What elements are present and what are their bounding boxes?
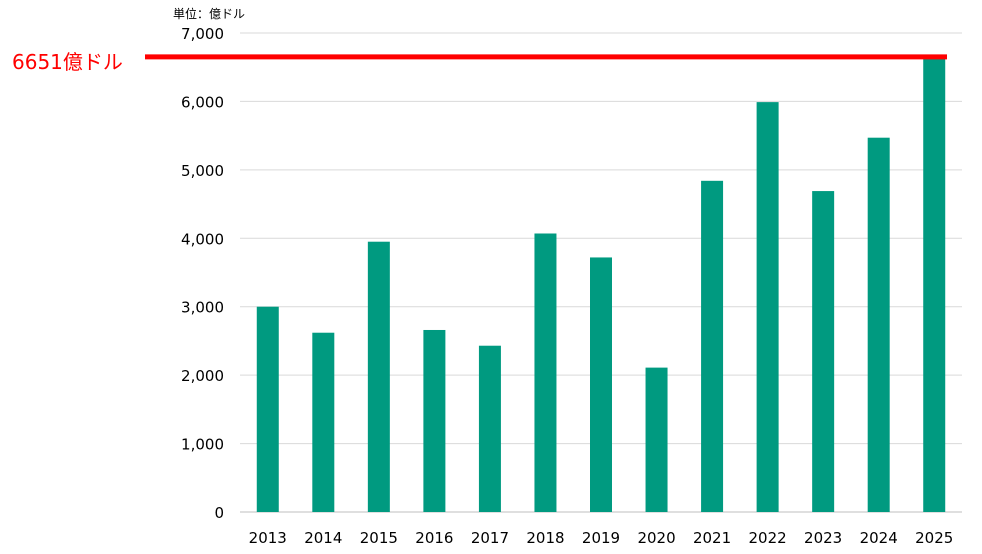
y-tick-label: 6,000 bbox=[181, 93, 224, 111]
x-tick-label: 2023 bbox=[804, 529, 842, 547]
bar-2016 bbox=[423, 329, 446, 512]
bar-2021 bbox=[701, 180, 724, 512]
reference-line-label: 6651億ドル bbox=[12, 50, 123, 74]
bar-2025 bbox=[923, 56, 946, 513]
x-tick-label: 2016 bbox=[415, 529, 453, 547]
bars bbox=[256, 56, 946, 513]
bar-2018 bbox=[534, 233, 557, 512]
bar-2014 bbox=[312, 332, 335, 512]
bar-2013 bbox=[256, 306, 279, 512]
x-tick-label: 2013 bbox=[249, 529, 287, 547]
y-tick-label: 0 bbox=[214, 504, 224, 522]
y-tick-label: 4,000 bbox=[181, 230, 224, 248]
bar-2023 bbox=[812, 191, 835, 512]
y-tick-label: 5,000 bbox=[181, 162, 224, 180]
x-tick-label: 2014 bbox=[304, 529, 342, 547]
x-tick-label: 2024 bbox=[860, 529, 898, 547]
x-tick-label: 2019 bbox=[582, 529, 620, 547]
bar-2022 bbox=[756, 102, 779, 512]
bar-2015 bbox=[367, 241, 390, 512]
x-tick-label: 2020 bbox=[637, 529, 675, 547]
bar-2020 bbox=[645, 367, 668, 512]
y-tick-label: 2,000 bbox=[181, 367, 224, 385]
unit-label: 単位：億ドル bbox=[173, 7, 246, 21]
y-axis-tick-labels: 0 1,000 2,000 3,000 4,000 5,000 6,000 7,000 bbox=[181, 25, 224, 522]
x-tick-label: 2021 bbox=[693, 529, 731, 547]
x-tick-label: 2015 bbox=[360, 529, 398, 547]
x-tick-label: 2025 bbox=[915, 529, 953, 547]
y-tick-label: 3,000 bbox=[181, 299, 224, 317]
x-tick-label: 2022 bbox=[749, 529, 787, 547]
bar-2017 bbox=[478, 345, 501, 512]
x-axis-tick-labels: 2013 2014 2015 2016 2017 2018 2019 2020 2021 2022… bbox=[249, 529, 954, 547]
x-tick-label: 2017 bbox=[471, 529, 509, 547]
bar-2019 bbox=[590, 257, 612, 512]
x-tick-label: 2018 bbox=[526, 529, 564, 547]
y-tick-label: 1,000 bbox=[181, 436, 224, 454]
bar-2024 bbox=[867, 137, 890, 512]
y-tick-label: 7,000 bbox=[181, 25, 224, 43]
